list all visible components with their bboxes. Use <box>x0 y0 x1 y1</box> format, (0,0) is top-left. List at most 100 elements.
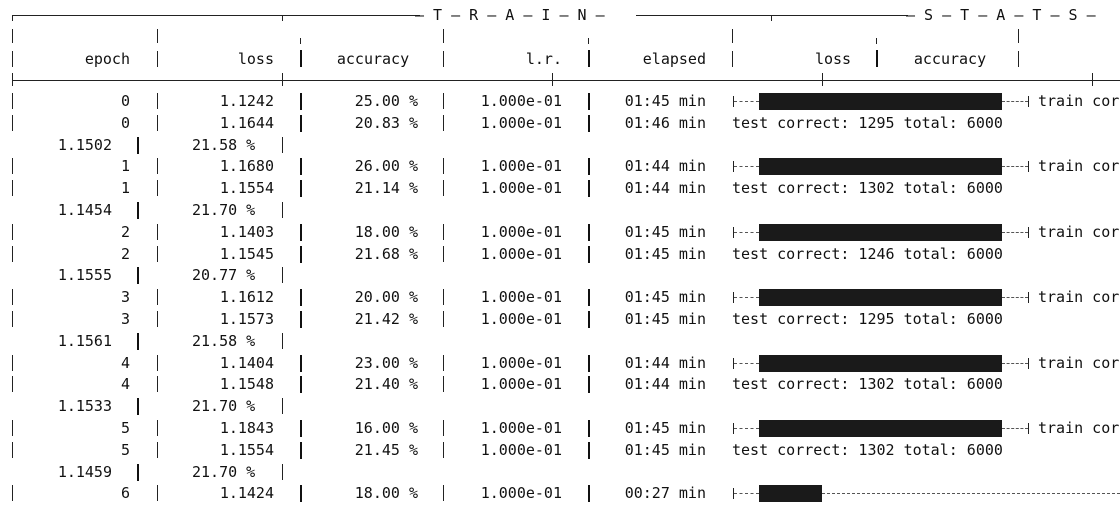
progress-track <box>734 166 759 167</box>
accuracy-value: 20.83 % <box>354 114 418 132</box>
elapsed-value: 01:44 min <box>624 375 706 393</box>
elapsed-value: 01:46 min <box>624 114 706 132</box>
column-separator <box>443 355 444 371</box>
epoch-value: 2 <box>120 245 130 263</box>
header-sep <box>443 29 444 43</box>
column-separator <box>588 485 590 502</box>
header-sep <box>12 29 13 43</box>
column-separator <box>157 376 158 392</box>
loss-value: 1.1644 <box>219 114 274 132</box>
progress-bar-fill <box>759 158 1002 175</box>
accuracy-value: 21.40 % <box>354 375 418 393</box>
stats-loss-value: 1.1555 <box>57 266 112 284</box>
stats-accuracy-value: 20.77 % <box>192 266 256 284</box>
column-separator <box>588 442 590 459</box>
accuracy-value: 21.68 % <box>354 245 418 263</box>
progress-track <box>822 493 1120 494</box>
epoch-value: 4 <box>120 375 130 393</box>
column-separator <box>282 333 283 349</box>
column-separator <box>12 93 13 109</box>
lr-value: 1.000e-01 <box>480 157 562 175</box>
column-separator <box>443 485 444 501</box>
train-summary-text: train cor <box>1038 288 1120 306</box>
column-separator <box>588 289 590 306</box>
header-sep <box>1018 29 1019 43</box>
column-separator <box>300 485 302 502</box>
column-separator <box>588 246 590 263</box>
header-sep <box>12 51 13 67</box>
column-separator <box>443 311 444 327</box>
column-separator <box>300 158 302 175</box>
progress-track <box>734 297 759 298</box>
lr-value: 1.000e-01 <box>480 441 562 459</box>
column-separator <box>282 398 283 414</box>
column-separator <box>137 202 139 219</box>
train-summary-text: train cor <box>1038 419 1120 437</box>
column-separator <box>300 289 302 306</box>
epoch-value: 2 <box>120 223 130 241</box>
progress-end-cap <box>1028 161 1029 172</box>
progress-track <box>734 493 759 494</box>
column-separator <box>12 115 13 131</box>
progress-bar-fill <box>759 420 1002 437</box>
lr-value: 1.000e-01 <box>480 354 562 372</box>
progress-end-cap <box>1028 96 1029 107</box>
column-separator <box>588 224 590 241</box>
column-separator <box>282 267 283 283</box>
progress-track <box>1002 428 1028 429</box>
column-separator <box>588 311 590 328</box>
test-summary-text: test correct: 1302 total: 6000 <box>732 179 1003 197</box>
stats-loss-value: 1.1533 <box>57 397 112 415</box>
progress-track <box>734 428 759 429</box>
column-separator <box>157 420 158 436</box>
loss-value: 1.1242 <box>219 92 274 110</box>
progress-track <box>1002 232 1028 233</box>
accuracy-value: 25.00 % <box>354 92 418 110</box>
progress-start-cap <box>733 96 734 107</box>
loss-value: 1.1424 <box>219 484 274 502</box>
lr-value: 1.000e-01 <box>480 223 562 241</box>
header-sep <box>588 38 589 44</box>
header-sep <box>876 50 878 67</box>
column-separator <box>12 376 13 392</box>
elapsed-value: 01:44 min <box>624 157 706 175</box>
column-separator <box>588 115 590 132</box>
accuracy-value: 18.00 % <box>354 484 418 502</box>
stats-loss-value: 1.1502 <box>57 136 112 154</box>
column-separator <box>282 137 283 153</box>
test-summary-text: test correct: 1302 total: 6000 <box>732 441 1003 459</box>
column-separator <box>12 485 13 501</box>
column-separator <box>157 115 158 131</box>
accuracy-value: 23.00 % <box>354 354 418 372</box>
stats-loss-value: 1.1459 <box>57 463 112 481</box>
progress-track <box>734 101 759 102</box>
column-separator <box>12 442 13 458</box>
header-sep <box>157 51 158 67</box>
column-separator <box>443 442 444 458</box>
elapsed-value: 01:45 min <box>624 223 706 241</box>
accuracy-value: 20.00 % <box>354 288 418 306</box>
progress-end-cap <box>1028 227 1029 238</box>
col-loss-header: loss <box>237 50 274 68</box>
lr-value: 1.000e-01 <box>480 114 562 132</box>
stats-accuracy-value: 21.70 % <box>192 201 256 219</box>
loss-value: 1.1612 <box>219 288 274 306</box>
loss-value: 1.1403 <box>219 223 274 241</box>
column-separator <box>443 115 444 131</box>
train-summary-text: train cor <box>1038 223 1120 241</box>
lr-value: 1.000e-01 <box>480 92 562 110</box>
column-separator <box>157 180 158 196</box>
progress-start-cap <box>733 423 734 434</box>
train-summary-text: train cor <box>1038 157 1120 175</box>
header-bottom-rule <box>12 80 1120 81</box>
progress-start-cap <box>733 488 734 499</box>
column-separator <box>12 246 13 262</box>
header-tick <box>822 73 823 86</box>
column-separator <box>137 464 139 481</box>
accuracy-value: 18.00 % <box>354 223 418 241</box>
epoch-value: 0 <box>120 92 130 110</box>
epoch-value: 3 <box>120 288 130 306</box>
column-separator <box>588 93 590 110</box>
elapsed-value: 01:45 min <box>624 441 706 459</box>
progress-bar-fill <box>759 355 1002 372</box>
